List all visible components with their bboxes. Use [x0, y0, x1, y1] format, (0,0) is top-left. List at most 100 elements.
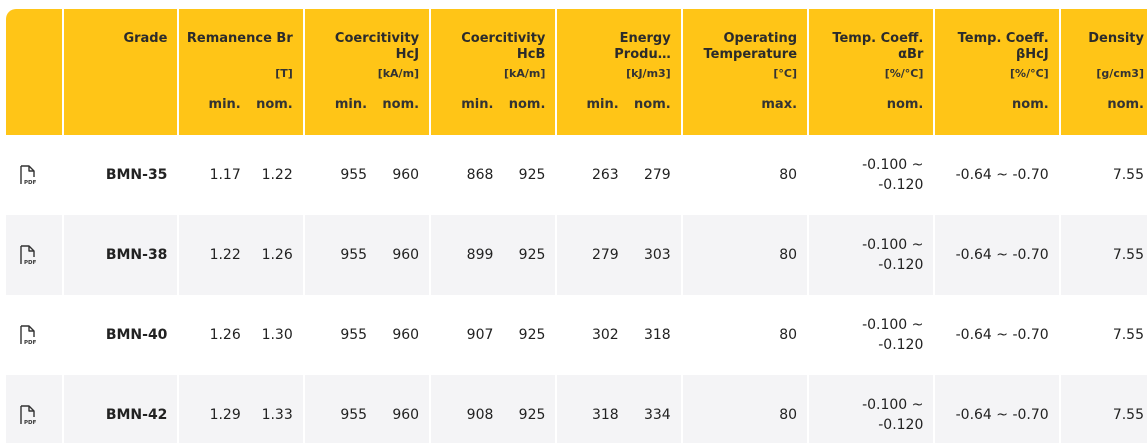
cell-hcb-min: 899: [466, 247, 494, 263]
header-hcj-title-line1: Coercitivity: [334, 31, 420, 46]
cell-beta: -0.64 ~ -0.70: [934, 215, 1061, 295]
header-energy-nom: nom.: [634, 97, 671, 112]
header-hcb-title-line2: HcB: [516, 47, 546, 62]
cell-remanence: 1.17 1.22: [178, 135, 305, 215]
header-energy-title-line1: Energy: [619, 31, 671, 46]
pdf-download-cell[interactable]: PDF: [6, 135, 65, 215]
cell-br-min: 1.29: [209, 407, 241, 423]
cell-hcb: 908 925: [430, 375, 558, 443]
header-hcb[interactable]: Coercitivity HcB [kA/m] min. nom.: [430, 9, 558, 135]
header-operating-title-line1: Operating: [723, 31, 798, 46]
cell-alpha-line1: -0.100 ~: [862, 157, 924, 173]
header-pdf: [6, 9, 65, 135]
header-energy[interactable]: Energy Produ… [kJ/m3] min. nom.: [556, 9, 683, 135]
table-row: PDF BMN-35 1.17 1.22 955 960 868 925 263 279…: [6, 135, 1147, 215]
cell-remanence: 1.22 1.26: [178, 215, 305, 295]
header-beta-nom: nom.: [1012, 97, 1049, 112]
cell-hcb: 899 925: [430, 215, 558, 295]
pdf-file-icon[interactable]: PDF: [18, 324, 38, 346]
header-energy-unit: [kJ/m3]: [626, 67, 671, 80]
cell-energy: 279 303: [556, 215, 683, 295]
cell-alpha: -0.100 ~ -0.120: [808, 215, 936, 295]
header-remanence-unit: [T]: [275, 67, 293, 80]
cell-grade: BMN-40: [63, 295, 180, 375]
header-energy-title-line2: Produ…: [614, 47, 671, 62]
header-beta[interactable]: Temp. Coeff. βHcJ [%/°C] nom.: [934, 9, 1061, 135]
header-operating-title: Operating Temperature: [704, 31, 798, 63]
header-density[interactable]: Density [g/cm3] nom.: [1059, 9, 1147, 135]
cell-bh-min: 318: [591, 407, 619, 423]
table-row: PDF BMN-38 1.22 1.26 955 960 899 925 279 303…: [6, 215, 1147, 295]
pdf-file-icon[interactable]: PDF: [18, 404, 38, 426]
cell-hcj-min: 955: [340, 167, 368, 183]
cell-hcj-nom: 960: [392, 247, 420, 263]
cell-temp-max: 80: [681, 375, 810, 443]
cell-bh-min: 302: [591, 327, 619, 343]
cell-hcj-nom: 960: [392, 327, 420, 343]
table-row: PDF BMN-42 1.29 1.33 955 960 908 925 318 334…: [6, 375, 1147, 443]
header-hcj[interactable]: Coercitivity HcJ [kA/m] min. nom.: [303, 9, 432, 135]
header-hcb-unit: [kA/m]: [504, 67, 546, 80]
header-remanence-title: Remanence Br: [186, 31, 293, 46]
header-operating-max: max.: [761, 97, 798, 112]
header-hcb-title: Coercitivity HcB: [461, 31, 545, 63]
cell-density: 7.55: [1059, 375, 1147, 443]
cell-alpha-line2: -0.120: [878, 177, 924, 193]
header-operating-unit: [°C]: [773, 67, 798, 80]
header-alpha[interactable]: Temp. Coeff. αBr [%/°C] nom.: [808, 9, 936, 135]
cell-hcb: 868 925: [430, 135, 558, 215]
cell-hcb-nom: 925: [518, 407, 546, 423]
cell-grade: BMN-35: [63, 135, 180, 215]
cell-hcb-min: 908: [466, 407, 494, 423]
cell-alpha: -0.100 ~ -0.120: [808, 135, 936, 215]
cell-hcb: 907 925: [430, 295, 558, 375]
pdf-file-icon[interactable]: PDF: [18, 244, 38, 266]
cell-energy: 263 279: [556, 135, 683, 215]
cell-hcj: 955 960: [303, 215, 432, 295]
cell-bh-min: 263: [591, 167, 619, 183]
header-beta-title: Temp. Coeff. βHcJ: [958, 31, 1049, 63]
header-remanence-nom: nom.: [256, 97, 293, 112]
cell-bh-nom: 334: [643, 407, 671, 423]
header-hcj-nom: nom.: [382, 97, 420, 112]
pdf-download-cell[interactable]: PDF: [6, 375, 65, 443]
cell-alpha-line1: -0.100 ~: [862, 317, 924, 333]
pdf-download-cell[interactable]: PDF: [6, 295, 65, 375]
cell-hcb-min: 868: [466, 167, 494, 183]
cell-beta: -0.64 ~ -0.70: [934, 135, 1061, 215]
magnet-grades-table: Grade Remanence Br [T] min. nom. Coercit…: [6, 9, 1147, 443]
cell-hcb-nom: 925: [518, 247, 546, 263]
cell-alpha-line2: -0.120: [878, 337, 924, 353]
cell-hcj: 955 960: [303, 375, 432, 443]
cell-alpha-line2: -0.120: [878, 417, 924, 433]
header-grade[interactable]: Grade: [63, 9, 180, 135]
header-beta-title-line2: βHcJ: [1015, 47, 1049, 62]
cell-bh-nom: 279: [643, 167, 671, 183]
header-operating[interactable]: Operating Temperature [°C] max.: [681, 9, 810, 135]
header-remanence[interactable]: Remanence Br [T] min. nom.: [178, 9, 305, 135]
cell-remanence: 1.26 1.30: [178, 295, 305, 375]
header-energy-title: Energy Produ…: [614, 31, 670, 63]
table-header-row: Grade Remanence Br [T] min. nom. Coercit…: [6, 9, 1147, 135]
header-alpha-title-line1: Temp. Coeff.: [832, 31, 924, 46]
header-grade-label: Grade: [123, 31, 168, 46]
cell-br-min: 1.22: [209, 247, 241, 263]
svg-text:PDF: PDF: [24, 420, 37, 426]
pdf-download-cell[interactable]: PDF: [6, 215, 65, 295]
header-beta-title-line1: Temp. Coeff.: [957, 31, 1049, 46]
cell-density: 7.55: [1059, 215, 1147, 295]
pdf-file-icon[interactable]: PDF: [18, 164, 38, 186]
cell-br-min: 1.17: [209, 167, 241, 183]
header-beta-unit: [%/°C]: [1010, 67, 1049, 80]
header-remanence-min: min.: [208, 97, 241, 112]
cell-alpha: -0.100 ~ -0.120: [808, 375, 936, 443]
cell-hcb-nom: 925: [518, 327, 546, 343]
header-alpha-title-line2: αBr: [898, 47, 924, 62]
cell-hcj-nom: 960: [392, 407, 420, 423]
header-density-unit: [g/cm3]: [1096, 67, 1144, 80]
cell-hcj: 955 960: [303, 135, 432, 215]
header-hcj-min: min.: [334, 97, 368, 112]
cell-hcb-nom: 925: [518, 167, 546, 183]
cell-temp-max: 80: [681, 295, 810, 375]
